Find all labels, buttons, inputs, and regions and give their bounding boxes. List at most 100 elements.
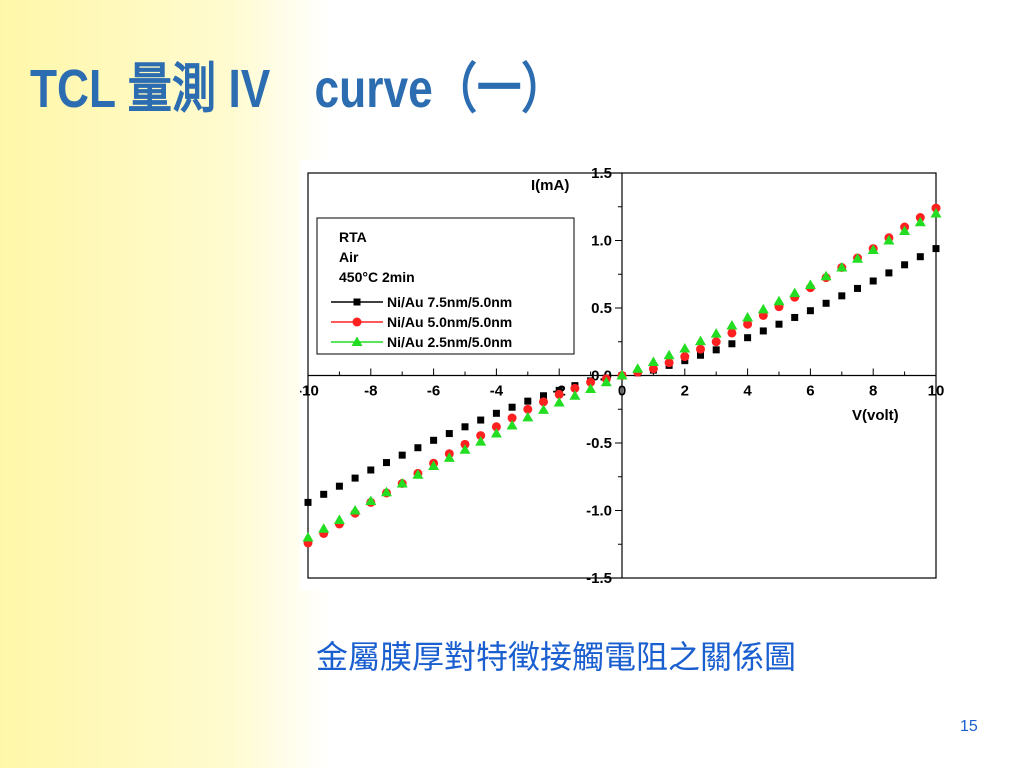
data-point <box>318 523 330 533</box>
data-point <box>822 299 830 307</box>
data-point <box>508 403 516 411</box>
legend-header-line: 450°C 2min <box>339 269 415 285</box>
x-tick-label: -4 <box>490 383 504 400</box>
data-point <box>806 307 814 315</box>
data-point <box>428 460 440 470</box>
x-tick-label: -6 <box>427 383 440 400</box>
legend-entry: Ni/Au 5.0nm/5.0nm <box>387 314 512 330</box>
data-point <box>507 413 517 423</box>
y-axis-label: I(mA) <box>531 177 569 194</box>
data-point <box>586 377 596 387</box>
data-point <box>696 344 705 354</box>
data-point <box>744 334 752 342</box>
data-point <box>697 351 704 359</box>
legend-header-line: Air <box>339 249 359 265</box>
x-axis-label: V(volt) <box>852 407 899 424</box>
data-point <box>930 208 942 218</box>
data-point <box>885 269 893 277</box>
data-point <box>506 419 518 430</box>
data-point <box>396 478 408 488</box>
legend: RTA Air 450°C 2min Ni/Au 7.5nm/5.0nm Ni/Au 5… <box>316 217 575 355</box>
data-point <box>459 444 471 454</box>
data-point <box>899 225 911 236</box>
data-point <box>398 451 406 459</box>
data-point <box>335 482 343 490</box>
data-point <box>789 287 801 298</box>
data-point <box>443 452 455 462</box>
slide-caption: 金屬膜厚對特徵接觸電阻之關係圖 <box>316 638 797 676</box>
data-point <box>365 495 377 506</box>
data-point <box>757 303 769 314</box>
data-point <box>475 436 487 446</box>
data-point <box>477 416 485 424</box>
page-number: 15 <box>960 718 978 735</box>
data-point <box>461 423 469 431</box>
data-point <box>304 498 312 506</box>
slide-title: TCL 量測 IV curve（一） <box>30 59 566 119</box>
data-point <box>836 262 848 272</box>
data-point <box>759 327 767 335</box>
data-point <box>414 444 422 452</box>
legend-box <box>316 217 575 355</box>
data-point <box>554 389 564 399</box>
y-tick-label: -1.5 <box>586 570 612 587</box>
data-point <box>524 397 532 405</box>
data-point <box>585 383 597 393</box>
data-point <box>695 335 706 346</box>
data-point <box>664 358 674 368</box>
data-point <box>540 392 547 400</box>
data-point <box>445 430 453 438</box>
data-point <box>680 352 690 362</box>
data-point <box>710 328 722 338</box>
data-point <box>430 436 438 444</box>
data-point <box>538 404 549 414</box>
data-point <box>383 459 390 467</box>
data-point <box>663 349 675 360</box>
data-point <box>838 292 846 300</box>
data-point <box>412 469 424 479</box>
data-point <box>932 245 940 253</box>
data-point <box>381 486 392 497</box>
data-point <box>727 328 737 338</box>
data-point <box>773 295 785 306</box>
data-point <box>726 320 738 330</box>
data-point <box>852 253 863 263</box>
data-point <box>804 279 816 290</box>
x-tick-label: -10 <box>300 383 319 400</box>
data-point <box>616 370 628 380</box>
data-point <box>553 397 565 407</box>
data-point <box>333 514 345 524</box>
data-point <box>351 474 359 482</box>
data-point <box>869 277 877 285</box>
data-point <box>854 284 861 292</box>
data-point <box>820 270 832 281</box>
data-point <box>302 532 314 542</box>
side-band <box>0 0 330 768</box>
iv-chart: -10-8-6-4-20246810-1.5-1.0-0.50.00.51.01… <box>297 160 950 590</box>
y-tick-label: 1.5 <box>591 165 612 182</box>
data-point <box>492 409 500 417</box>
data-point <box>712 346 720 354</box>
data-point <box>914 216 926 227</box>
legend-entry: Ni/Au 7.5nm/5.0nm <box>387 294 512 310</box>
data-point <box>791 313 799 321</box>
data-point <box>883 235 895 245</box>
data-point <box>569 390 581 400</box>
x-tick-label: 2 <box>681 383 689 400</box>
legend-marker <box>351 336 363 346</box>
data-point <box>491 422 501 432</box>
x-tick-label: 8 <box>869 383 877 400</box>
x-tick-label: 0 <box>618 383 626 400</box>
data-point <box>523 404 533 414</box>
x-tick-label: 6 <box>806 383 814 400</box>
legend-entry: Ni/Au 2.5nm/5.0nm <box>387 334 512 350</box>
data-point <box>632 363 644 373</box>
data-point <box>570 383 580 393</box>
data-point <box>679 343 691 353</box>
x-tick-label: 10 <box>928 383 945 400</box>
chart-canvas: -10-8-6-4-20246810-1.5-1.0-0.50.00.51.01… <box>297 165 945 587</box>
data-point <box>522 411 534 422</box>
data-point <box>367 466 375 474</box>
y-tick-label: 1.0 <box>591 233 612 250</box>
data-point <box>539 397 548 407</box>
